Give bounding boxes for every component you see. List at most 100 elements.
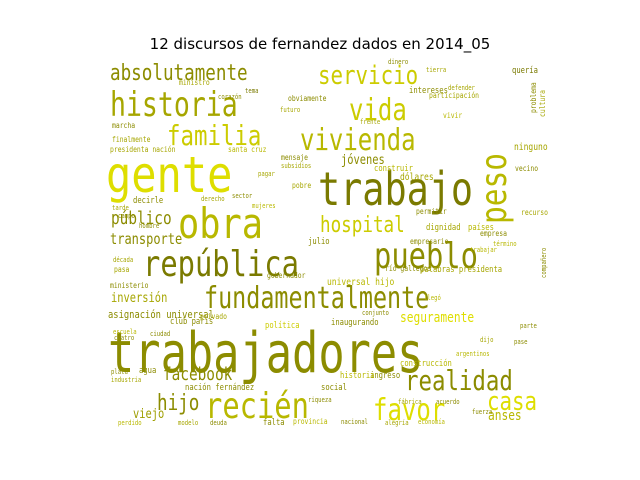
cloud-word: futuro xyxy=(280,106,300,114)
cloud-word: alegría xyxy=(385,418,409,427)
cloud-word: modelo xyxy=(178,419,198,427)
cloud-word: gobernador xyxy=(267,270,306,280)
cloud-word: tierra xyxy=(426,66,446,74)
cloud-word: inversión xyxy=(111,290,167,305)
cloud-word: construir xyxy=(374,162,413,173)
cloud-word: absolutamente xyxy=(110,60,248,85)
cloud-word: corazón xyxy=(218,92,242,101)
cloud-word: agua xyxy=(139,364,156,375)
cloud-word: nacional xyxy=(341,418,368,426)
cloud-word: hospital xyxy=(320,212,405,237)
cloud-word: pase xyxy=(514,338,528,346)
cloud-word: anses xyxy=(488,407,522,424)
cloud-word: campo xyxy=(118,212,135,220)
cloud-word: problema xyxy=(528,82,538,113)
cloud-word: acuerdo xyxy=(436,398,460,406)
cloud-word: cultura xyxy=(537,90,547,117)
cloud-word: universal hijo xyxy=(327,277,394,288)
cloud-word: trabajo xyxy=(318,162,473,216)
cloud-word: trabajar xyxy=(470,246,497,254)
cloud-word: intereses xyxy=(409,84,448,95)
cloud-word: julio xyxy=(308,235,330,246)
cloud-word: perdido xyxy=(118,419,142,427)
cloud-word: fuerza xyxy=(472,408,492,416)
cloud-word: hombre xyxy=(139,222,159,230)
cloud-word: jóvenes xyxy=(341,152,385,167)
cloud-word: provincia xyxy=(293,416,328,426)
cloud-word: compañero xyxy=(540,248,548,278)
cloud-word: riqueza xyxy=(308,396,332,404)
cloud-word: santa cruz xyxy=(228,144,266,154)
cloud-word: pasa xyxy=(114,264,129,274)
cloud-word: servicio xyxy=(318,60,418,91)
cloud-word: viejo xyxy=(133,406,164,421)
cloud-word: ninguno xyxy=(514,142,548,153)
cloud-word: mensaje xyxy=(281,152,308,162)
cloud-word: participación xyxy=(429,90,479,100)
cloud-word: privado xyxy=(200,311,227,321)
cloud-word: presidenta nación xyxy=(110,144,175,154)
cloud-word: inaugurando xyxy=(331,316,379,327)
cloud-word: familia xyxy=(167,118,261,151)
cloud-word: fábrica xyxy=(398,397,422,406)
cloud-word: derecho xyxy=(201,195,225,203)
cloud-word: empresa xyxy=(480,228,507,238)
cloud-word: fundamentalmente xyxy=(204,281,429,316)
cloud-word: peso xyxy=(472,153,515,224)
cloud-word: club parís xyxy=(170,315,213,326)
cloud-word: río gallegos xyxy=(385,263,431,273)
cloud-word: dijo xyxy=(480,336,494,344)
cloud-word: vecino xyxy=(515,163,538,173)
cloud-word: escuela xyxy=(113,328,137,336)
cloud-word: quería xyxy=(512,64,538,75)
cloud-word: ingreso xyxy=(370,369,400,380)
cloud-word: finalmente xyxy=(112,134,150,144)
cloud-word: palabras presidenta xyxy=(420,263,502,274)
cloud-word: defender xyxy=(448,84,475,92)
cloud-word: realidad xyxy=(405,363,513,396)
cloud-word: gente xyxy=(106,145,232,203)
cloud-word: favor xyxy=(373,393,445,427)
cloud-word: hijo xyxy=(157,390,199,415)
cloud-word: decirle xyxy=(133,194,163,205)
cloud-word: nación fernández xyxy=(185,381,254,392)
cloud-word: falta xyxy=(263,416,285,427)
cloud-word: término xyxy=(493,239,517,248)
cloud-word: público xyxy=(111,207,172,228)
cloud-word: década xyxy=(113,255,133,264)
cloud-word: ciudad xyxy=(150,330,170,338)
cloud-word: social xyxy=(321,381,347,392)
cloud-word: construcción xyxy=(400,357,452,368)
cloud-word: permitir xyxy=(416,206,447,216)
cloud-word: frente xyxy=(360,118,380,126)
cloud-word: república xyxy=(143,243,299,285)
cloud-word: vivir xyxy=(443,110,463,120)
cloud-word: historia xyxy=(340,369,375,380)
cloud-word: recurso xyxy=(521,207,548,217)
cloud-word: política xyxy=(265,319,300,330)
cloud-word: dinero xyxy=(388,58,408,66)
cloud-word: facebook xyxy=(163,363,232,384)
cloud-word: subsidios xyxy=(281,162,311,170)
cloud-word: mujeres xyxy=(252,202,276,210)
cloud-word: ministro xyxy=(179,77,210,87)
cloud-word: sector xyxy=(232,192,252,200)
cloud-word: cuatro xyxy=(114,334,134,342)
cloud-word: seguramente xyxy=(400,309,474,326)
cloud-word: economía xyxy=(418,417,445,426)
cloud-word: industria xyxy=(111,376,141,384)
cloud-word: asignación universal xyxy=(108,308,214,321)
cloud-word: pagar xyxy=(258,170,275,178)
cloud-word: deuda xyxy=(210,419,227,427)
cloud-word: parte xyxy=(520,322,537,330)
cloud-word: ministerio xyxy=(110,280,148,290)
cloud-word: tema xyxy=(245,87,259,95)
cloud-word: conjunto xyxy=(362,309,389,317)
cloud-word: dignidad xyxy=(426,221,461,232)
cloud-word: pobre xyxy=(292,180,311,190)
chart-title: 12 discursos de fernandez dados en 2014_… xyxy=(149,35,491,53)
cloud-word: pueblo xyxy=(374,235,478,277)
cloud-word: países xyxy=(468,221,494,232)
cloud-word: obviamente xyxy=(288,93,326,103)
